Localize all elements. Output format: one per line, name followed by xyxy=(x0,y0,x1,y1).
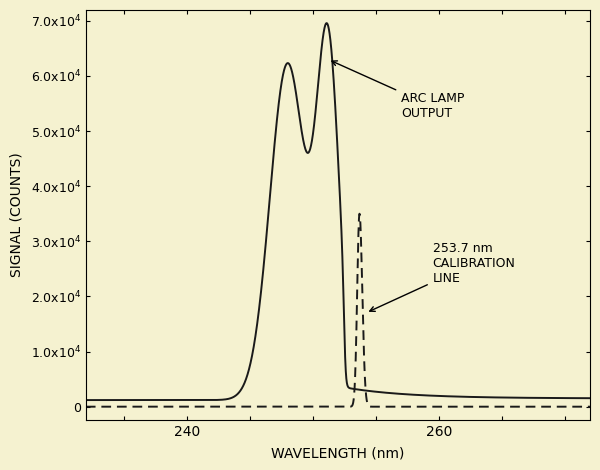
X-axis label: WAVELENGTH (nm): WAVELENGTH (nm) xyxy=(271,446,405,460)
Text: ARC LAMP
OUTPUT: ARC LAMP OUTPUT xyxy=(332,61,464,120)
Y-axis label: SIGNAL (COUNTS): SIGNAL (COUNTS) xyxy=(10,153,24,277)
Text: 253.7 nm
CALIBRATION
LINE: 253.7 nm CALIBRATION LINE xyxy=(370,242,515,311)
